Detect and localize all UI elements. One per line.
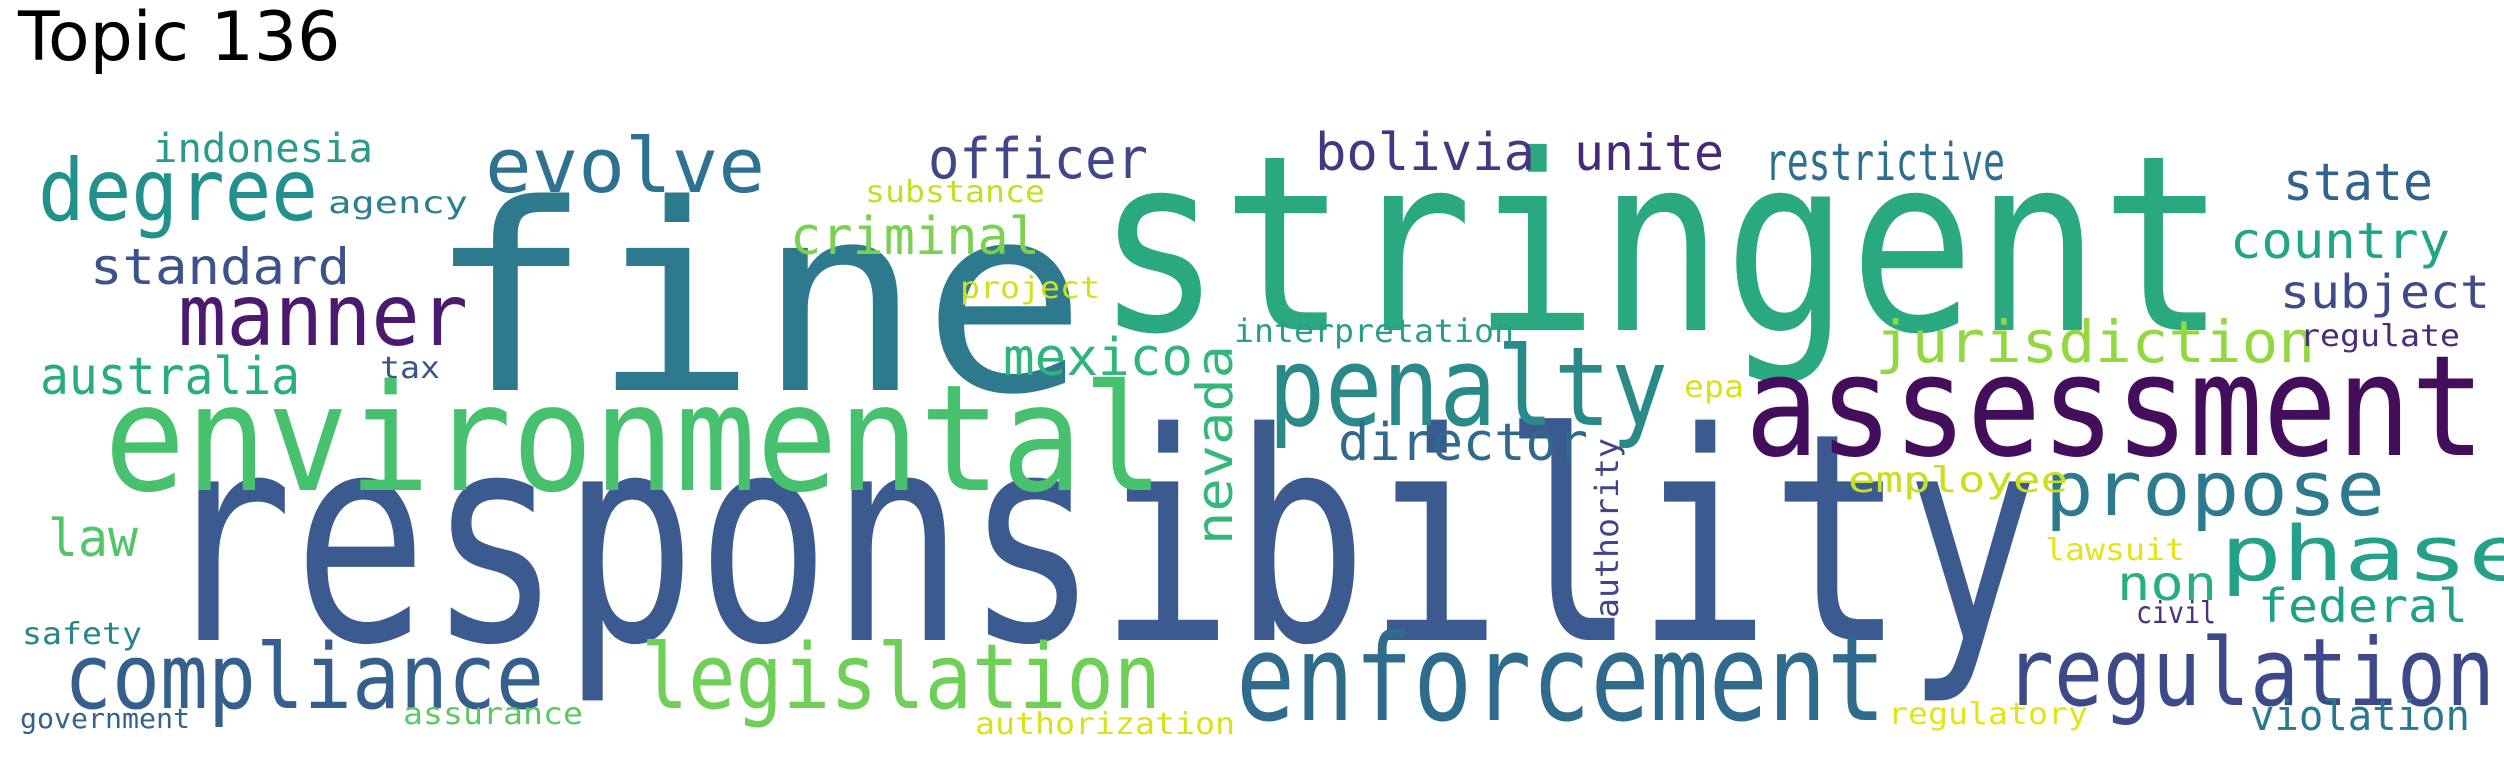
word-non: non	[2117, 556, 2217, 612]
word-australia: australia	[40, 347, 300, 407]
word-fine: fine	[427, 150, 1087, 452]
word-interpretation: interpretation	[1234, 312, 1514, 350]
word-standard: standard	[90, 238, 350, 296]
word-officer: officer	[928, 127, 1148, 192]
word-project: project	[960, 271, 1100, 306]
word-regulatory: regulatory	[1888, 697, 2088, 732]
word-environmental: environmental	[104, 353, 1164, 525]
word-state: state	[2283, 153, 2433, 213]
word-restrictive: restrictive	[1765, 133, 2005, 193]
word-assessment: assessment	[1745, 326, 2485, 489]
word-assurance: assurance	[403, 697, 583, 732]
word-epa: epa	[1684, 370, 1744, 405]
word-enforcement: enforcement	[1236, 610, 1886, 749]
word-civil: civil	[2136, 596, 2216, 631]
word-compliance: compliance	[64, 625, 544, 730]
word-criminal: criminal	[790, 207, 1040, 267]
word-phase: phase	[2220, 509, 2504, 598]
word-evolve: evolve	[485, 121, 765, 210]
word-nevada: nevada	[1186, 345, 1244, 545]
word-regulate: regulate	[2300, 319, 2460, 354]
word-mexico: mexico	[1003, 328, 1193, 388]
word-substance: substance	[865, 175, 1045, 210]
word-authorization: authorization	[975, 707, 1235, 742]
word-government: government	[20, 702, 190, 735]
word-employee: employee	[1848, 460, 2068, 501]
word-federal: federal	[2258, 579, 2468, 633]
word-indonesia: indonesia	[153, 126, 373, 172]
word-tax: tax	[380, 351, 440, 386]
word-propose: propose	[2045, 444, 2385, 533]
word-violation: violation	[2250, 691, 2470, 740]
word-country: country	[2230, 212, 2450, 270]
word-law: law	[48, 509, 139, 569]
page-title: Topic 136	[18, 0, 341, 77]
word-stringent: stringent	[1096, 103, 2226, 388]
word-responsibility: responsibility	[159, 372, 2039, 709]
word-degree: degree	[38, 141, 318, 241]
word-subject: subject	[2280, 265, 2490, 319]
word-bolivia: bolivia	[1315, 123, 1535, 183]
word-legislation: legislation	[641, 625, 1161, 730]
word-agency: agency	[328, 186, 468, 221]
word-penalty: penalty	[1268, 323, 1668, 451]
word-lawsuit: lawsuit	[2045, 533, 2185, 568]
word-safety: safety	[22, 617, 142, 652]
word-manner: manner	[178, 266, 468, 366]
word-jurisdiction: jurisdiction	[1875, 308, 2315, 376]
word-director: director	[1338, 413, 1588, 473]
word-authority: authority	[1588, 438, 1626, 618]
word-regulation: regulation	[2005, 619, 2495, 728]
word-unite: unite	[1574, 124, 1724, 182]
